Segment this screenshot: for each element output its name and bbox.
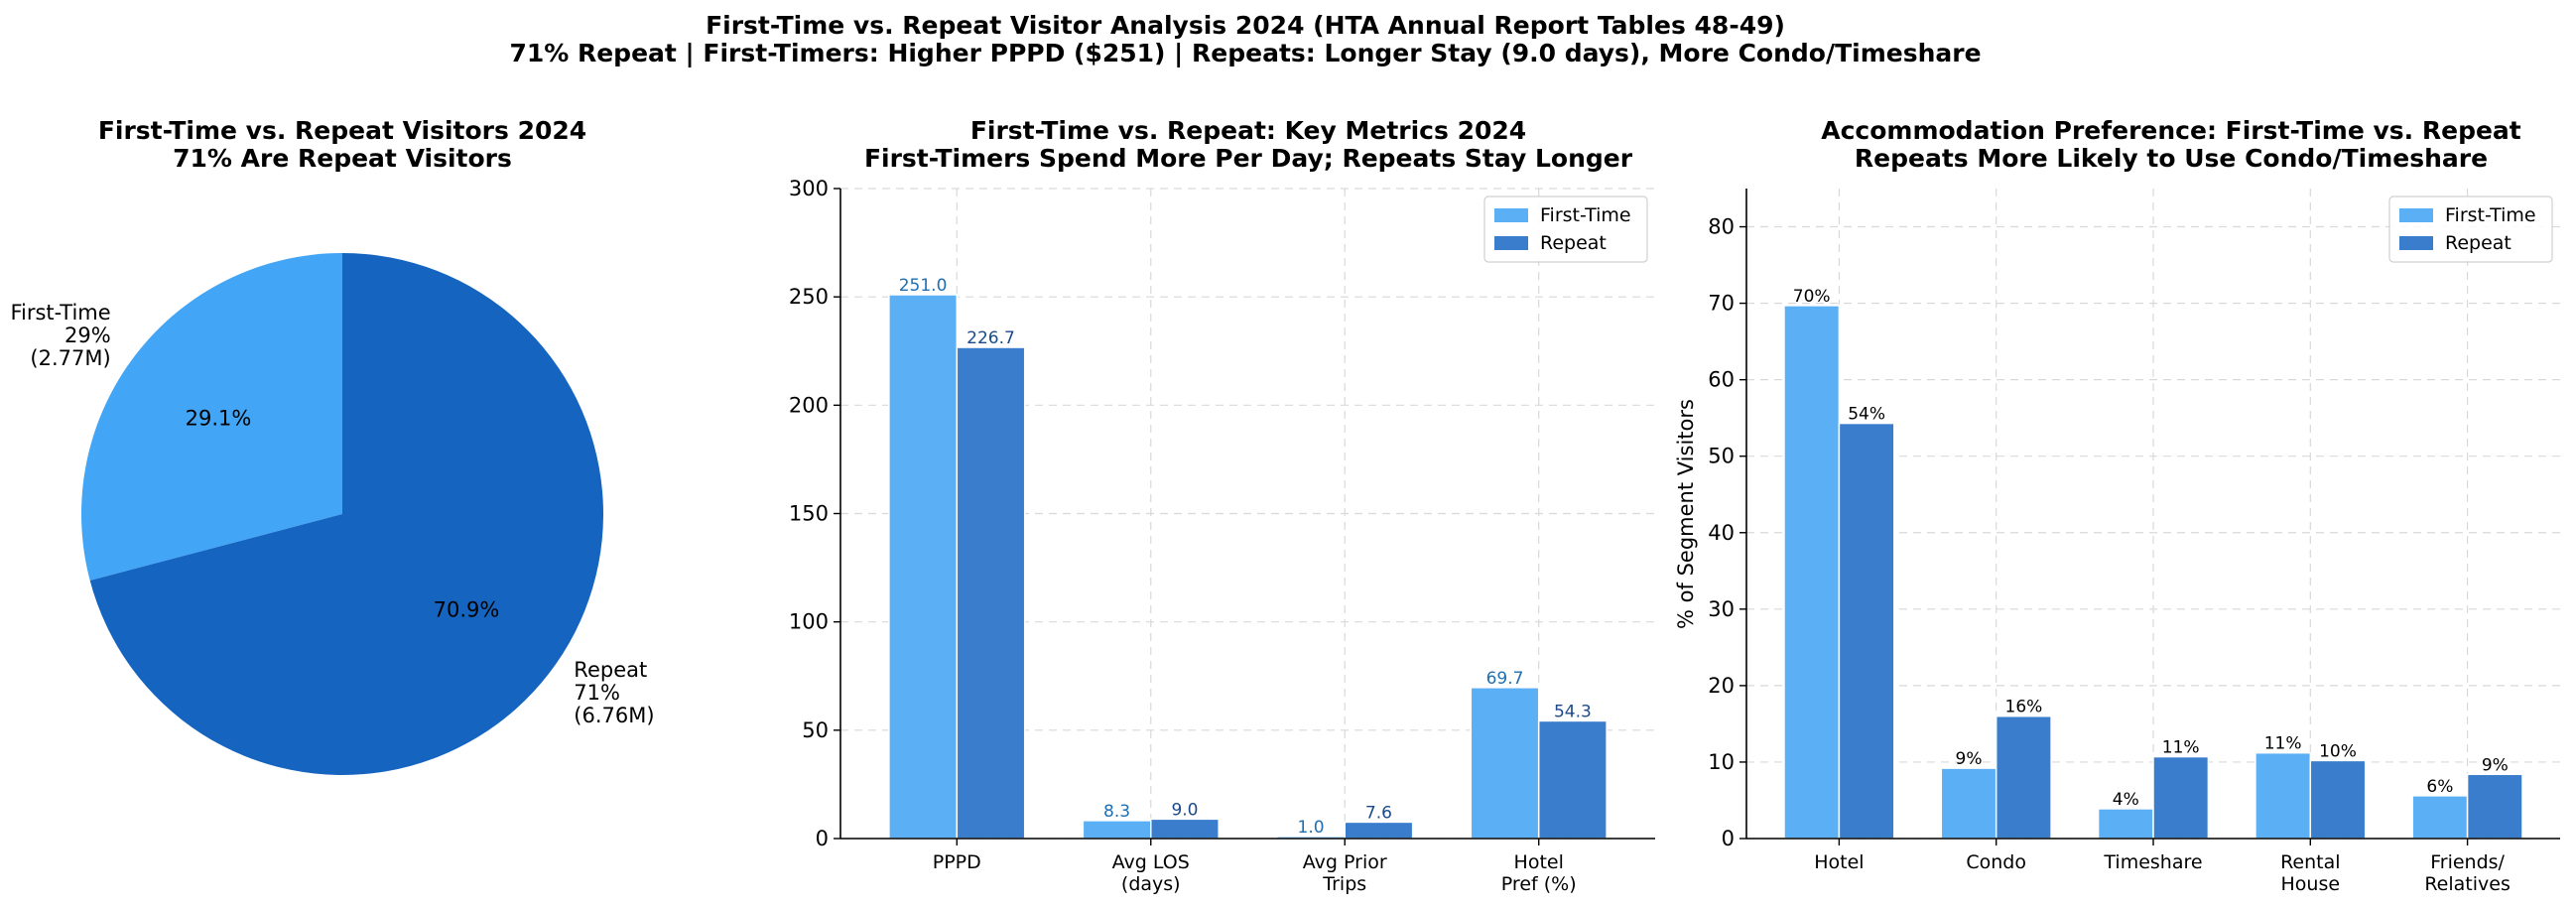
- bar-first-time: [1082, 820, 1152, 840]
- bar-repeat: [2466, 773, 2523, 840]
- y-tick-label: 250: [789, 285, 829, 309]
- pie-pct-label-repeat: 70.9%: [434, 597, 500, 621]
- bar-value-label-first-time: 69.7: [1486, 669, 1524, 689]
- legend-swatch-repeat: [2399, 236, 2433, 250]
- bar-value-label-first-time: 9%: [1956, 749, 1983, 769]
- accommodation-y-axis-label: % of Segment Visitors: [1674, 399, 1698, 629]
- y-tick-label: 300: [789, 177, 829, 200]
- y-tick-label: 0: [816, 827, 829, 850]
- x-tick-label: Friends/: [2430, 851, 2505, 873]
- x-tick-label: Relatives: [2424, 873, 2511, 895]
- y-tick-label: 70: [1708, 292, 1735, 316]
- bar-repeat: [1995, 714, 2052, 840]
- legend-label-repeat: Repeat: [1540, 232, 1607, 254]
- pie-outer-label-first-time: First-Time: [10, 301, 110, 325]
- figure-suptitle-line2: 71% Repeat | First-Timers: Higher PPPD (…: [509, 39, 1981, 67]
- bar-first-time: [1783, 305, 1841, 840]
- bar-first-time: [1940, 767, 1997, 840]
- bar-repeat: [1537, 719, 1608, 840]
- legend-swatch-first-time: [1494, 208, 1528, 222]
- accommodation-title-line2: Repeats More Likely to Use Condo/Timesha…: [1855, 144, 2488, 173]
- bar-value-label-repeat: 16%: [2005, 698, 2043, 717]
- pie-outer-label-repeat: 71%: [574, 681, 620, 705]
- bar-value-label-repeat: 9.0: [1171, 800, 1198, 820]
- x-tick-label: (days): [1121, 873, 1181, 895]
- bar-first-time: [2097, 808, 2154, 840]
- accommodation-title-line1: Accommodation Preference: First-Time vs.…: [1821, 116, 2521, 145]
- bar-first-time: [2254, 751, 2312, 840]
- y-tick-label: 100: [789, 610, 829, 634]
- bar-first-time: [2411, 795, 2469, 840]
- pie-outer-label-repeat: Repeat: [574, 658, 647, 682]
- bar-value-label-repeat: 226.7: [966, 328, 1015, 348]
- legend-label-first-time: First-Time: [2445, 204, 2536, 226]
- y-tick-label: 60: [1708, 368, 1735, 392]
- y-tick-label: 10: [1708, 750, 1735, 774]
- x-tick-label: Hotel: [1514, 851, 1564, 873]
- x-tick-label: Hotel: [1814, 851, 1864, 873]
- y-tick-label: 30: [1708, 597, 1735, 621]
- bar-value-label-first-time: 6%: [2426, 777, 2453, 797]
- bar-repeat: [2152, 755, 2210, 840]
- x-tick-label: Condo: [1966, 851, 2026, 873]
- accommodation-chart-panel: Accommodation Preference: First-Time vs.…: [1674, 116, 2560, 895]
- x-tick-label: Trips: [1322, 873, 1366, 895]
- legend-swatch-repeat: [1494, 236, 1528, 250]
- key-metrics-chart-panel: First-Time vs. Repeat: Key Metrics 2024 …: [789, 116, 1655, 895]
- legend-label-repeat: Repeat: [2445, 232, 2512, 254]
- x-tick-label: Rental: [2280, 851, 2340, 873]
- x-tick-label: Avg LOS: [1112, 851, 1190, 873]
- bar-value-label-first-time: 8.3: [1103, 802, 1130, 822]
- y-tick-label: 0: [1722, 827, 1735, 850]
- x-tick-label: Pref (%): [1501, 873, 1577, 895]
- bar-value-label-repeat: 10%: [2319, 741, 2357, 761]
- pie-slice-repeat: [89, 253, 604, 775]
- legend-swatch-first-time: [2399, 208, 2433, 222]
- legend-label-first-time: First-Time: [1540, 204, 1631, 226]
- y-tick-label: 200: [789, 393, 829, 417]
- y-tick-label: 150: [789, 502, 829, 526]
- pie-title-line2: 71% Are Repeat Visitors: [173, 144, 512, 173]
- bar-value-label-repeat: 7.6: [1365, 803, 1392, 823]
- pie-chart-panel: First-Time vs. Repeat Visitors 2024 71% …: [10, 116, 655, 775]
- bar-value-label-first-time: 251.0: [899, 276, 948, 296]
- bar-value-label-repeat: 54%: [1848, 405, 1885, 425]
- bar-value-label-repeat: 54.3: [1554, 702, 1592, 721]
- pie-pct-label-first-time: 29.1%: [186, 407, 252, 431]
- y-tick-label: 80: [1708, 215, 1735, 239]
- y-tick-label: 40: [1708, 521, 1735, 545]
- y-tick-label: 50: [802, 718, 829, 742]
- metrics-title-line1: First-Time vs. Repeat: Key Metrics 2024: [970, 116, 1526, 145]
- bar-value-label-first-time: 70%: [1793, 287, 1831, 307]
- pie-outer-label-first-time: (2.77M): [30, 346, 110, 370]
- bar-first-time: [1470, 687, 1540, 840]
- x-tick-label: Avg Prior: [1303, 851, 1387, 873]
- bar-repeat: [1838, 422, 1895, 840]
- pie-outer-label-repeat: (6.76M): [574, 704, 654, 727]
- bar-repeat: [2309, 759, 2367, 840]
- bar-value-label-repeat: 11%: [2162, 738, 2200, 758]
- bar-first-time: [888, 294, 959, 840]
- y-tick-label: 50: [1708, 445, 1735, 468]
- pie-title-line1: First-Time vs. Repeat Visitors 2024: [98, 116, 586, 145]
- figure-suptitle-line1: First-Time vs. Repeat Visitor Analysis 2…: [706, 11, 1785, 40]
- y-tick-label: 20: [1708, 674, 1735, 698]
- x-tick-label: PPPD: [933, 851, 981, 873]
- pie-outer-label-first-time: 29%: [64, 324, 111, 347]
- bar-value-label-first-time: 1.0: [1298, 818, 1325, 838]
- bar-value-label-repeat: 9%: [2482, 755, 2509, 775]
- bar-value-label-first-time: 11%: [2264, 734, 2302, 754]
- x-tick-label: House: [2281, 873, 2341, 895]
- bar-value-label-first-time: 4%: [2113, 790, 2139, 810]
- bar-repeat: [1344, 821, 1414, 840]
- x-tick-label: Timeshare: [2103, 851, 2202, 873]
- pie-slice-first-time: [81, 253, 343, 581]
- bar-repeat: [956, 346, 1026, 840]
- metrics-title-line2: First-Timers Spend More Per Day; Repeats…: [864, 144, 1633, 173]
- bar-repeat: [1150, 818, 1220, 840]
